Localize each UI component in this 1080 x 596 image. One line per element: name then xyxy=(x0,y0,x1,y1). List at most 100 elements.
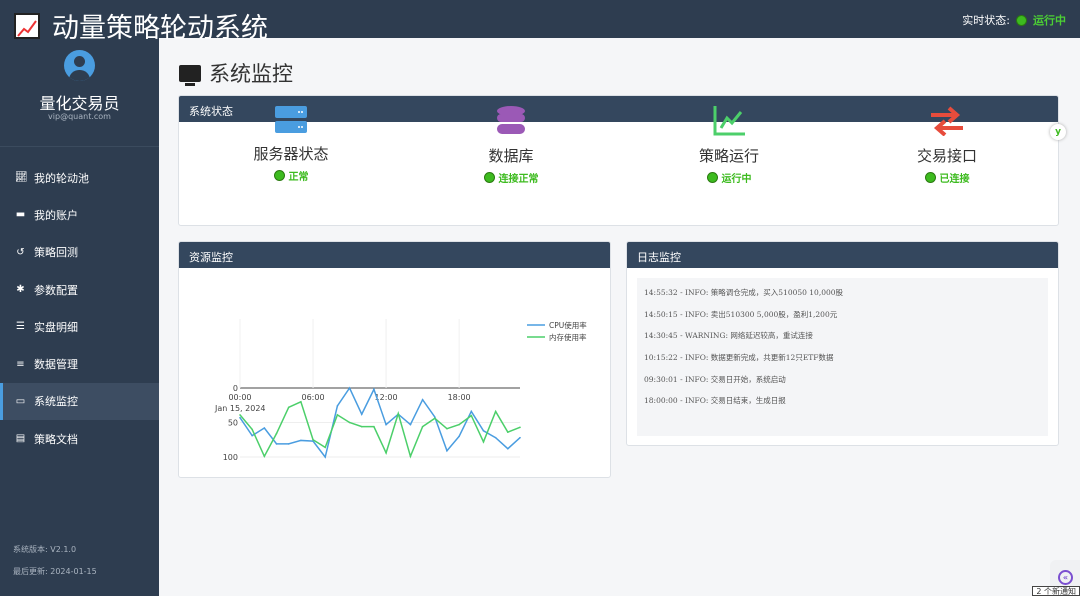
user-email: vip@quant.com xyxy=(48,112,111,121)
system-version: 系统版本: V2.1.0 xyxy=(13,545,77,554)
status-dot-icon xyxy=(706,172,718,183)
notification-tooltip: 2 个新通知 xyxy=(1032,586,1080,596)
data-point xyxy=(348,387,351,389)
label: 我的账户 xyxy=(34,208,78,222)
label: 策略回测 xyxy=(34,246,78,260)
history-icon: ↺ xyxy=(16,246,25,258)
label: 实盘明细 xyxy=(34,320,78,334)
card-name: 交易接口 xyxy=(916,147,977,165)
data-point xyxy=(494,410,497,413)
x-sublabel: Jan 15, 2024 xyxy=(214,404,266,413)
data-point xyxy=(494,436,497,439)
legend-label: CPU使用率 xyxy=(549,320,587,330)
sidebar-item-docs[interactable]: ▤ 策略文档 xyxy=(0,420,159,457)
log-line: 10:15:22 - INFO: 数据更新完成，共更新12只ETF数据 xyxy=(644,353,834,363)
sidebar-item-monitor[interactable]: ▭ 系统监控 xyxy=(0,382,159,421)
panel-header: 系统状态 xyxy=(179,96,1058,122)
card-status: 运行中 xyxy=(721,174,752,185)
assistant-icon[interactable]: y xyxy=(1050,124,1066,140)
log-line: 09:30:01 - INFO: 交易日开始，系统启动 xyxy=(644,374,786,384)
data-point xyxy=(348,421,351,424)
data-point xyxy=(409,455,412,458)
sidebar-item-settings[interactable]: ✱ 参数配置 xyxy=(0,271,159,308)
data-point xyxy=(433,417,436,420)
data-point xyxy=(421,398,424,401)
data-point xyxy=(300,401,302,403)
app-title-text: 动量策略轮动系统 xyxy=(52,13,268,44)
user-name: 量化交易员 xyxy=(39,94,120,113)
data-point xyxy=(385,452,387,454)
log-line: 18:00:00 - INFO: 交易日结束，生成日报 xyxy=(644,396,786,406)
label: 系统监控 xyxy=(34,395,78,409)
x-tick-label: 12:00 xyxy=(375,393,398,402)
status-card-trade-api: 交易接口 已连接 xyxy=(847,106,1047,185)
x-tick-label: 18:00 xyxy=(448,393,471,402)
data-point xyxy=(482,429,485,432)
sidebar-item-rotation-pool[interactable]: 📈︎ 我的轮动池 xyxy=(0,159,159,196)
data-point xyxy=(446,449,448,452)
log-line: 14:30:45 - WARNING: 网络延迟较高，重试连接 xyxy=(644,331,813,341)
data-point xyxy=(397,412,400,415)
data-point xyxy=(470,414,473,417)
data-point xyxy=(251,428,253,431)
data-point xyxy=(373,388,375,391)
last-updated: 最后更新: 2024-01-15 xyxy=(13,567,97,576)
top-bar xyxy=(0,0,1080,38)
list-icon: ☰ xyxy=(16,321,25,333)
data-point xyxy=(263,455,266,458)
data-point xyxy=(433,416,436,418)
status-label: 实时状态: xyxy=(962,14,1010,27)
resource-monitor-panel: 资源监控 0 50 100 00:00 06:00 12:00 18:00 Jan 15, 2… xyxy=(178,241,611,478)
data-point xyxy=(373,425,375,428)
sidebar-item-live-details[interactable]: ☰ 实盘明细 xyxy=(0,308,159,345)
resource-chart[interactable]: 0 50 100 00:00 06:00 12:00 18:00 Jan 15, 2024 CP… xyxy=(179,268,610,477)
data-point xyxy=(409,423,412,426)
log-list[interactable]: 14:55:32 - INFO: 策略调仓完成，买入510050 10,000股… xyxy=(637,278,1048,436)
x-tick-label: 06:00 xyxy=(302,393,325,402)
label: 策略文档 xyxy=(34,432,78,446)
data-point xyxy=(470,410,473,413)
log-line: 14:50:15 - INFO: 卖出510300 5,000股，盈利1,200… xyxy=(644,309,838,319)
y-tick-label: 50 xyxy=(228,419,238,428)
log-line: 14:55:32 - INFO: 策略调仓完成，买入510050 10,000股 xyxy=(644,288,844,297)
status-dot-icon xyxy=(924,172,936,183)
exchange-icon xyxy=(931,106,963,137)
sidebar-item-account[interactable]: ▬ 我的账户 xyxy=(0,196,159,233)
x-tick-label: 00:00 xyxy=(228,393,251,402)
sidebar-item-backtest[interactable]: ↺ 策略回测 xyxy=(0,234,159,271)
monitor-icon xyxy=(179,64,201,86)
data-point xyxy=(336,414,339,416)
server-icon xyxy=(275,106,307,133)
series-line-1 xyxy=(239,400,521,459)
sidebar-nav: 📈︎ 我的轮动池 ▬ 我的账户 ↺ 策略回测 ✱ 参数配置 ☰ 实盘明细 ≡ 数据管理 ▭ 系… xyxy=(0,159,159,457)
monitor-icon: ▭ xyxy=(15,395,26,407)
chart-logo-icon xyxy=(14,12,40,39)
card-name: 服务器状态 xyxy=(253,145,329,163)
data-point xyxy=(287,443,290,445)
database-icon: ≡ xyxy=(16,358,25,370)
y-tick-label: 100 xyxy=(223,453,238,462)
status-value: 运行中 xyxy=(1033,14,1066,27)
data-point xyxy=(336,405,339,407)
data-point xyxy=(458,423,460,426)
legend-label: 内存使用率 xyxy=(549,332,587,342)
data-point xyxy=(251,434,253,437)
gear-icon: ✱ xyxy=(16,284,25,296)
system-status-panel: 系统状态 服务器状态 正常 数据库 连接正常 策略运行 运行中 交易接口 已连接 xyxy=(178,95,1059,226)
wallet-icon: ▬ xyxy=(15,209,26,221)
chart-line-icon: 📈︎ xyxy=(15,172,28,184)
user-avatar-icon[interactable] xyxy=(64,50,95,81)
status-card-server: 服务器状态 正常 xyxy=(191,106,391,183)
data-point xyxy=(458,435,460,438)
card-status: 已连接 xyxy=(939,174,970,185)
book-icon: ▤ xyxy=(15,433,26,445)
data-point xyxy=(287,406,290,409)
status-card-database: 数据库 连接正常 xyxy=(411,106,611,185)
sidebar-item-data[interactable]: ≡ 数据管理 xyxy=(0,345,159,382)
data-point xyxy=(324,456,327,458)
data-point xyxy=(519,436,521,439)
status-dot-icon xyxy=(483,172,495,183)
data-point xyxy=(446,427,448,430)
database-icon xyxy=(497,106,525,134)
data-point xyxy=(300,439,302,442)
